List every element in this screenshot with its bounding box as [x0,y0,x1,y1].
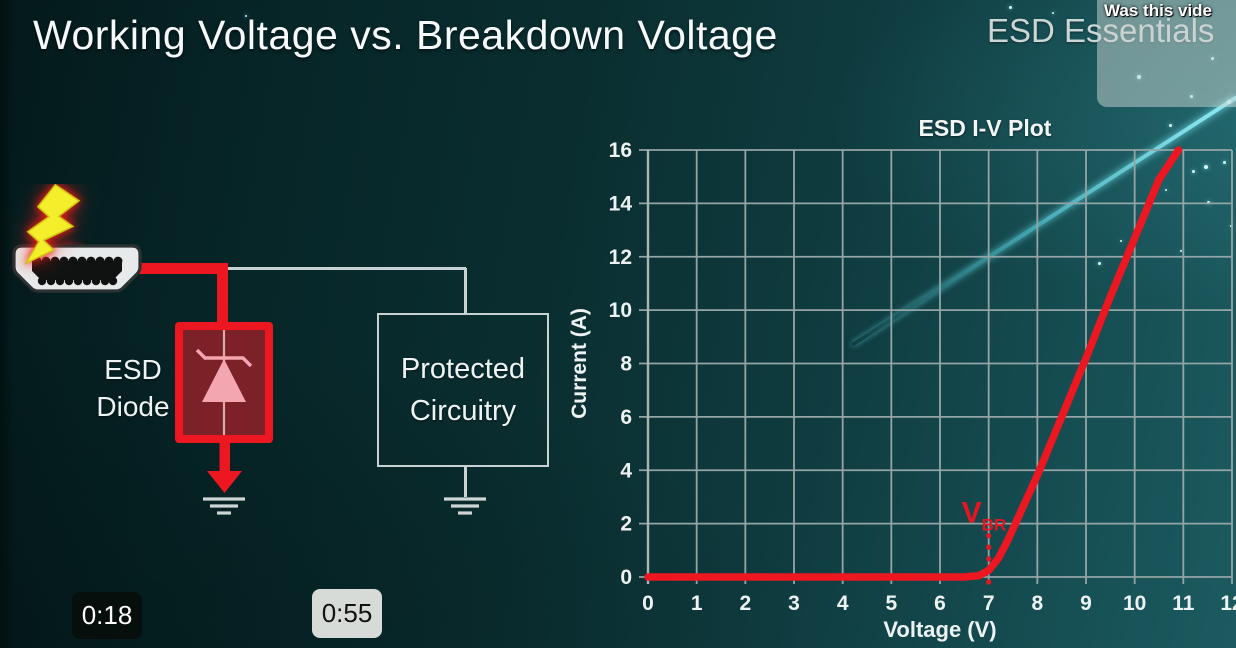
timestamp-badge-light[interactable]: 0:55 [312,589,382,638]
particle [245,15,247,17]
particle [1165,189,1167,191]
svg-text:5: 5 [885,592,897,615]
svg-text:4: 4 [837,592,849,615]
svg-text:12: 12 [609,246,632,269]
signal-wire-vertical [464,268,467,313]
svg-text:12: 12 [1220,592,1236,615]
particle [1009,6,1012,9]
svg-text:11: 11 [1172,592,1195,615]
timestamp-badge-dark[interactable]: 0:18 [72,592,142,639]
iv-curve [644,146,1183,581]
red-wire-vertical [217,263,228,323]
svg-text:4: 4 [620,459,632,482]
svg-text:10: 10 [1123,592,1146,615]
svg-text:3: 3 [788,592,800,615]
particle [1169,124,1172,127]
esd-diode-label: ESD Diode [90,352,176,426]
red-wire-horizontal [138,263,228,274]
particle [1052,12,1054,14]
svg-text:2: 2 [739,592,751,615]
svg-text:8: 8 [620,353,632,376]
discharge-arrow-icon [207,443,242,493]
svg-text:6: 6 [934,592,946,615]
particle [1180,250,1182,252]
svg-text:VBR: VBR [962,497,1007,535]
lightning-icon [23,184,81,266]
protected-circuitry-box: Protected Circuitry [377,313,549,467]
particle [1098,262,1101,265]
particle [1192,170,1195,173]
particle [1120,240,1122,242]
like-prompt-overlay[interactable] [1097,0,1236,107]
ground-icon-diode [203,497,245,515]
esd-iv-chart: 01234567891011120246810121416Voltage (V)… [568,139,1236,642]
esd-diode-label-line1: ESD [104,354,162,385]
svg-text:8: 8 [1031,592,1043,615]
chart-axis-labels: 01234567891011120246810121416Voltage (V)… [568,139,1236,642]
svg-text:6: 6 [620,406,632,429]
svg-text:2: 2 [620,513,632,536]
esd-diode-label-line2: Diode [96,390,170,422]
y-axis-title: Current (A) [568,308,591,419]
zener-diode-symbol [195,330,253,435]
like-prompt-text: Was this vide [1104,1,1213,20]
svg-text:0: 0 [620,566,632,589]
particle [1230,225,1232,227]
chart-title: ESD I-V Plot [918,115,1052,141]
svg-text:10: 10 [609,299,632,322]
x-axis-title: Voltage (V) [883,617,996,642]
page-title: Working Voltage vs. Breakdown Voltage [33,12,778,58]
svg-text:0: 0 [642,592,654,615]
svg-text:14: 14 [609,192,633,215]
protected-label-line2: Circuitry [409,395,517,427]
protected-label-line1: Protected [400,352,526,385]
svg-text:7: 7 [983,592,995,615]
svg-text:1: 1 [691,592,703,615]
svg-text:9: 9 [1080,592,1092,615]
pc-ground-stem [464,467,467,497]
particle [1204,165,1208,169]
background-edge [0,0,14,648]
ground-icon-circuitry [444,497,486,515]
particle [1223,161,1226,164]
svg-text:16: 16 [609,139,632,162]
signal-wire-horizontal [228,267,466,270]
hdmi-connector-icon [12,244,142,293]
